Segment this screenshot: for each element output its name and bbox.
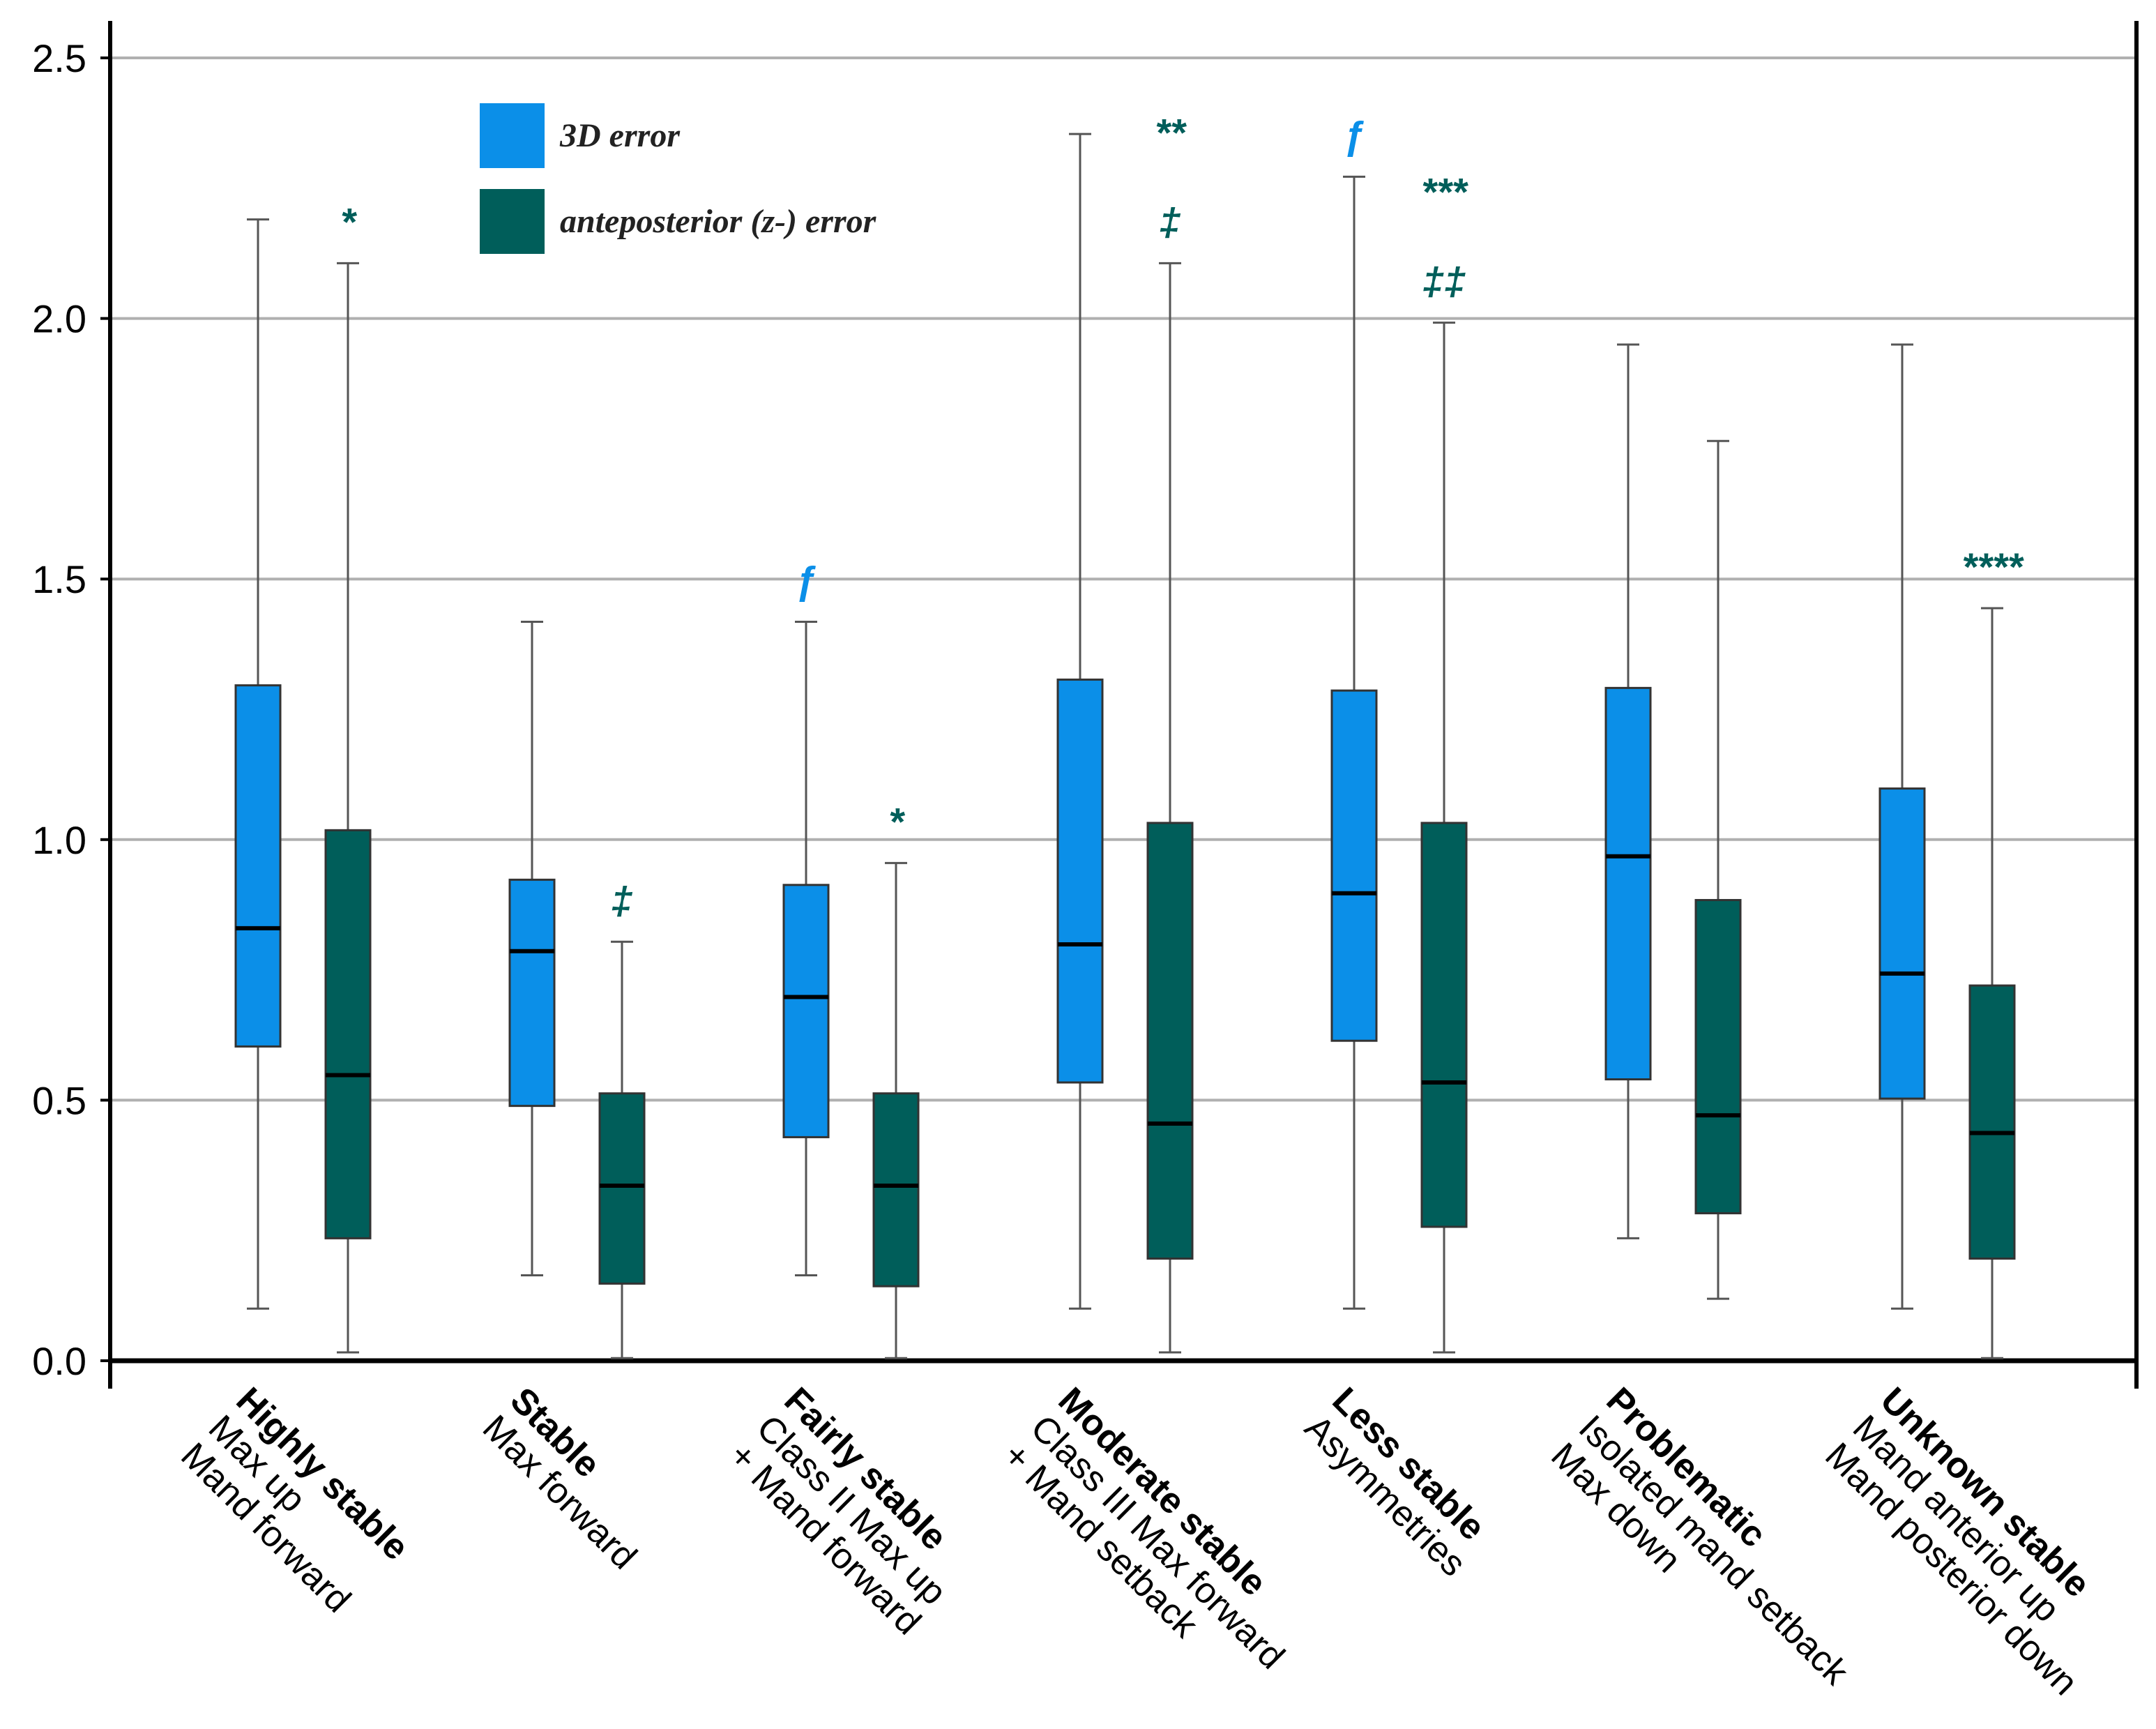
y-tick-label: 2.5 [32,36,86,80]
x-tick-label: Isolated mand setback [1571,1407,1857,1693]
annotation: ‡ [611,878,632,922]
box [1056,678,1104,1084]
y-tick-label: 1.0 [32,818,86,862]
legend-label: 3D error [559,117,681,154]
box [872,1092,920,1288]
annotation: *** [1421,170,1468,214]
box [508,878,556,1108]
box [1330,689,1378,1042]
annotation: * [340,199,357,243]
annotation: ƒ [1343,113,1365,157]
box [234,684,282,1048]
annotation: ƒ [795,558,817,602]
box [1420,822,1468,1228]
box [1146,822,1194,1260]
box [1878,787,1926,1100]
box [1604,686,1652,1081]
y-tick-label: 0.0 [32,1339,86,1383]
legend-swatch [480,189,545,254]
y-tick-label: 1.5 [32,557,86,601]
box [782,884,830,1138]
annotation: ‡ [1159,199,1181,243]
x-tick-label: Class III Max forward [1023,1407,1292,1677]
box [598,1092,646,1285]
annotation: * [888,799,905,843]
box [1694,898,1742,1215]
annotation: ‡‡ [1422,259,1466,303]
box [1968,984,2016,1260]
annotation: ** [1155,110,1187,154]
y-tick-label: 2.0 [32,297,86,341]
annotation: **** [1961,545,2024,589]
legend-label: anteposterior (z-) error [560,203,877,240]
legend-swatch [480,103,545,168]
box [324,829,372,1239]
y-tick-label: 0.5 [32,1078,86,1122]
